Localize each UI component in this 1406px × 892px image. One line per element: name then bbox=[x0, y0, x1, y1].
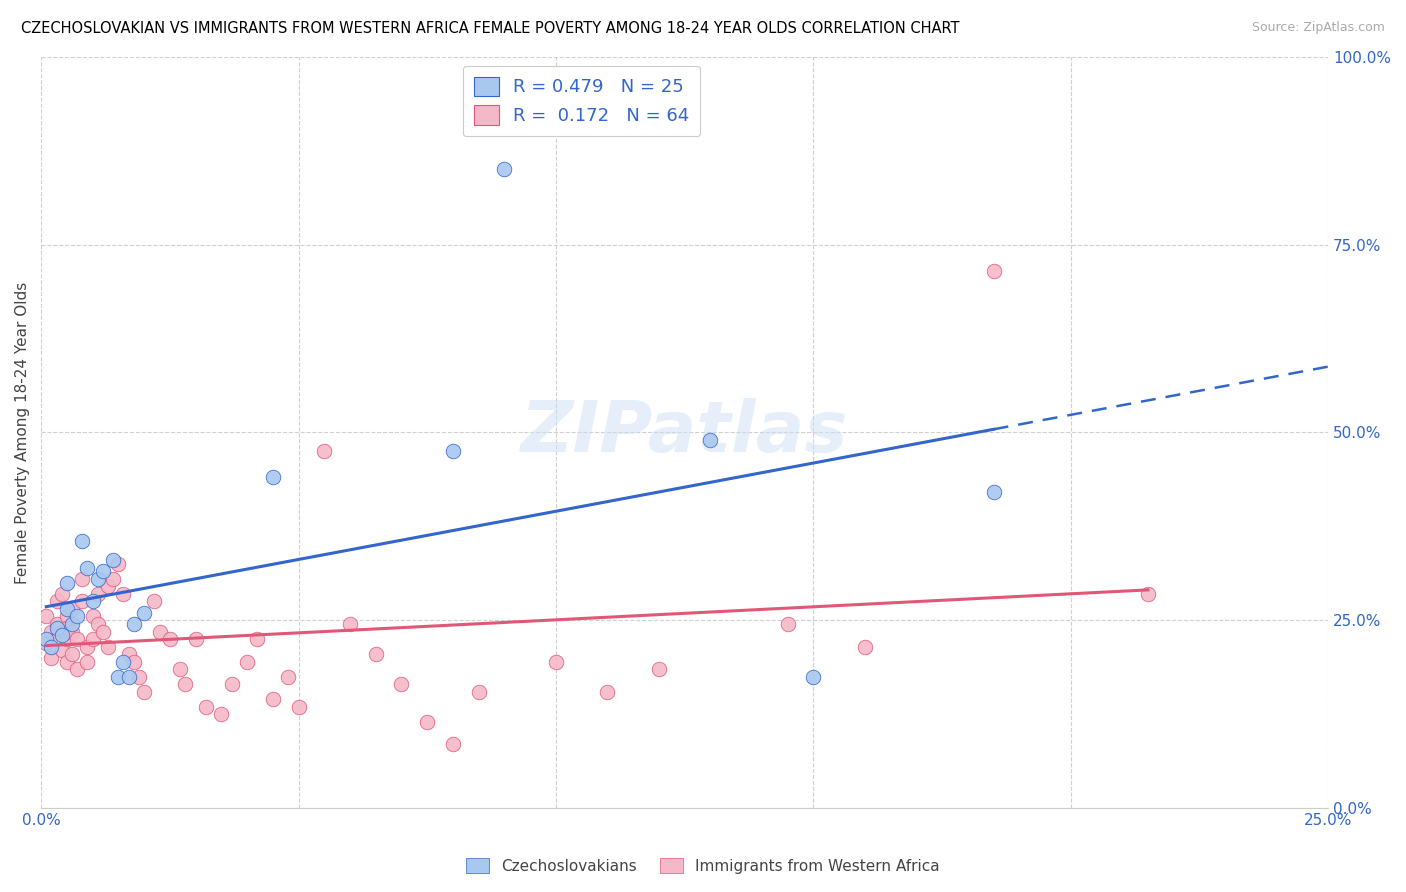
Point bbox=[983, 485, 1005, 500]
Point bbox=[107, 670, 129, 684]
Point bbox=[97, 579, 120, 593]
Text: CZECHOSLOVAKIAN VS IMMIGRANTS FROM WESTERN AFRICA FEMALE POVERTY AMONG 18-24 YEA: CZECHOSLOVAKIAN VS IMMIGRANTS FROM WESTE… bbox=[21, 21, 959, 36]
Legend: Czechoslovakians, Immigrants from Western Africa: Czechoslovakians, Immigrants from Wester… bbox=[460, 852, 946, 880]
Point bbox=[776, 617, 799, 632]
Point bbox=[1136, 587, 1159, 601]
Point bbox=[60, 602, 83, 616]
Point bbox=[82, 632, 104, 646]
Point bbox=[148, 624, 170, 639]
Point bbox=[72, 594, 94, 608]
Point bbox=[51, 643, 73, 657]
Point bbox=[56, 621, 79, 635]
Point bbox=[107, 557, 129, 571]
Point bbox=[35, 609, 58, 624]
Point bbox=[45, 621, 67, 635]
Point bbox=[441, 737, 464, 751]
Legend: R = 0.479   N = 25, R =  0.172   N = 64: R = 0.479 N = 25, R = 0.172 N = 64 bbox=[463, 66, 700, 136]
Point bbox=[76, 640, 98, 654]
Point bbox=[41, 624, 63, 639]
Point bbox=[41, 640, 63, 654]
Point bbox=[262, 692, 284, 706]
Point bbox=[60, 624, 83, 639]
Point bbox=[103, 572, 125, 586]
Point bbox=[314, 444, 336, 458]
Point bbox=[45, 594, 67, 608]
Point bbox=[82, 609, 104, 624]
Point bbox=[91, 624, 114, 639]
Point bbox=[51, 587, 73, 601]
Point bbox=[262, 470, 284, 484]
Point bbox=[236, 655, 259, 669]
Point bbox=[103, 553, 125, 567]
Point bbox=[221, 677, 243, 691]
Point bbox=[117, 647, 139, 661]
Point bbox=[72, 572, 94, 586]
Point bbox=[132, 606, 155, 620]
Point bbox=[76, 655, 98, 669]
Point bbox=[87, 617, 110, 632]
Point bbox=[209, 707, 232, 722]
Point bbox=[132, 684, 155, 698]
Point bbox=[51, 628, 73, 642]
Point bbox=[66, 662, 89, 676]
Point bbox=[91, 565, 114, 579]
Point bbox=[246, 632, 269, 646]
Point bbox=[87, 587, 110, 601]
Point bbox=[76, 560, 98, 574]
Point bbox=[699, 433, 721, 447]
Point bbox=[159, 632, 181, 646]
Point bbox=[277, 670, 299, 684]
Point bbox=[194, 699, 217, 714]
Point bbox=[56, 602, 79, 616]
Point bbox=[287, 699, 309, 714]
Point bbox=[45, 632, 67, 646]
Point bbox=[56, 632, 79, 646]
Point bbox=[45, 617, 67, 632]
Point bbox=[56, 609, 79, 624]
Point bbox=[801, 670, 824, 684]
Point bbox=[82, 594, 104, 608]
Point bbox=[648, 662, 671, 676]
Point bbox=[122, 617, 145, 632]
Point bbox=[416, 714, 439, 729]
Point bbox=[174, 677, 197, 691]
Point bbox=[494, 162, 516, 177]
Point bbox=[66, 609, 89, 624]
Point bbox=[60, 647, 83, 661]
Point bbox=[60, 617, 83, 632]
Y-axis label: Female Poverty Among 18-24 Year Olds: Female Poverty Among 18-24 Year Olds bbox=[15, 281, 30, 583]
Point bbox=[143, 594, 166, 608]
Point bbox=[56, 575, 79, 590]
Point bbox=[35, 632, 58, 646]
Point bbox=[169, 662, 191, 676]
Point bbox=[35, 636, 58, 650]
Point bbox=[184, 632, 207, 646]
Text: Source: ZipAtlas.com: Source: ZipAtlas.com bbox=[1251, 21, 1385, 34]
Point bbox=[87, 572, 110, 586]
Point bbox=[441, 444, 464, 458]
Point bbox=[117, 670, 139, 684]
Point bbox=[112, 587, 135, 601]
Point bbox=[122, 655, 145, 669]
Point bbox=[41, 650, 63, 665]
Point bbox=[56, 655, 79, 669]
Point bbox=[853, 640, 876, 654]
Point bbox=[467, 684, 489, 698]
Point bbox=[391, 677, 413, 691]
Point bbox=[128, 670, 150, 684]
Point bbox=[72, 534, 94, 549]
Point bbox=[544, 655, 567, 669]
Point bbox=[97, 640, 120, 654]
Point bbox=[364, 647, 387, 661]
Point bbox=[339, 617, 361, 632]
Point bbox=[112, 655, 135, 669]
Point bbox=[983, 264, 1005, 278]
Point bbox=[66, 632, 89, 646]
Point bbox=[596, 684, 619, 698]
Text: ZIPatlas: ZIPatlas bbox=[522, 398, 848, 467]
